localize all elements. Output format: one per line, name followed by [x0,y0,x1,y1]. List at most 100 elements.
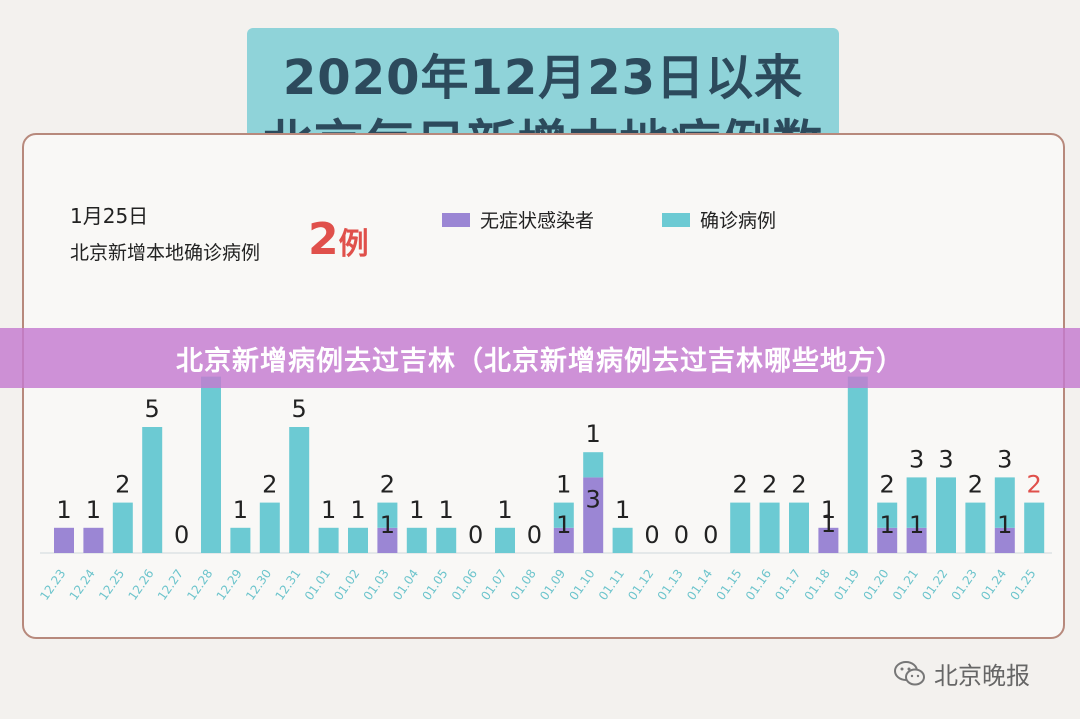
bar-inner-label: 3 [586,485,601,513]
bar-confirmed [1024,502,1045,553]
bar-inner-label: 1 [556,511,571,539]
bar-value-label: 5 [292,395,307,423]
bar-value-label: 1 [409,496,424,524]
x-tick-label: 01.20 [860,567,891,603]
x-tick-label: 01.21 [890,567,921,603]
x-tick-label: 01.09 [537,567,568,603]
bar-value-label: 1 [86,496,101,524]
bar-confirmed [730,502,751,553]
bar-value-label: 2 [115,471,130,499]
bar-value-label: 1 [615,496,630,524]
bar-total-label: 2 [380,471,395,499]
x-tick-label: 01.04 [390,567,421,603]
x-tick-label: 12.30 [243,567,274,603]
x-tick-label: 01.14 [684,567,715,603]
x-tick-label: 01.22 [919,567,950,603]
summary-date: 1月25日 [70,204,149,228]
summary-count-value: 2 [308,214,339,265]
bar-total-label: 3 [909,445,924,473]
x-tick-label: 01.08 [508,567,539,603]
summary-label: 北京新增本地确诊病例 [70,242,261,264]
title-banner: 北京新增病例去过吉林（北京新增病例去过吉林哪些地方） [0,328,1080,388]
bar-inner-label: 1 [880,511,895,539]
bar-asymptomatic [906,527,927,553]
bar-asymptomatic [83,527,104,553]
bar-confirmed [201,376,221,553]
bar-inner-label: 1 [821,510,836,538]
bar-confirmed [112,502,133,553]
bar-value-label: 2 [733,471,748,499]
bar-asymptomatic [553,527,574,553]
bar-confirmed [377,502,398,528]
bar-value-label: 5 [145,395,160,423]
watermark-text: 北京晚报 [934,662,1030,690]
bar-total-label: 3 [997,445,1012,473]
bar-value-label: 1 [321,496,336,524]
bar-value-label: 1 [350,496,365,524]
bar-confirmed [318,527,339,553]
bar-confirmed [936,477,956,553]
legend-item-asymptomatic: 无症状感染者 [442,206,594,233]
bar-value-label: 2 [762,471,777,499]
bar-value-label: 0 [468,521,483,549]
bar-value-label: 3 [938,445,953,473]
x-tick-label: 01.25 [1007,567,1038,603]
bar-total-label: 1 [556,471,571,499]
watermark: 北京晚报 [894,656,1030,691]
bar-confirmed [230,527,251,553]
bar-confirmed [406,527,427,553]
bar-asymptomatic [818,527,839,553]
bar-value-label: 2 [791,471,806,499]
bar-confirmed [436,527,457,553]
x-tick-label: 01.19 [831,567,862,603]
x-tick-label: 01.07 [478,567,509,603]
x-tick-label: 01.01 [302,567,333,603]
x-tick-label: 01.17 [772,567,803,603]
legend-item-confirmed: 确诊病例 [662,206,776,233]
x-tick-label: 12.26 [125,567,156,603]
x-tick-label: 01.24 [978,567,1009,603]
bar-confirmed [553,502,574,528]
summary-count-unit: 例 [338,227,369,262]
bar-confirmed [906,477,927,528]
bar-confirmed [877,502,898,528]
bar-value-label: 0 [174,521,189,549]
summary-count: 2例 [308,214,369,265]
wechat-icon [894,660,925,685]
bar-value-label: 0 [644,521,659,549]
x-tick-label: 12.25 [96,567,127,603]
bar-inner-label: 1 [997,511,1012,539]
x-tick-label: 01.05 [419,567,450,603]
bar-confirmed [994,477,1015,528]
legend-swatch-asymptomatic [442,212,470,227]
bar-asymptomatic [583,477,604,553]
legend-label-confirmed: 确诊病例 [700,210,777,232]
bar-confirmed [495,527,515,553]
x-tick-label: 12.27 [155,567,186,603]
x-tick-label: 01.11 [596,567,627,603]
bar-confirmed [847,376,868,553]
x-tick-label: 12.24 [67,567,98,603]
bar-confirmed [759,502,780,553]
x-tick-label: 01.03 [361,567,392,603]
x-tick-label: 01.10 [566,567,597,603]
bar-confirmed [965,502,986,553]
bar-value-label: 1 [56,496,71,524]
bar-confirmed [612,527,633,553]
bar-value-label: 2 [262,471,277,499]
x-tick-label: 12.29 [214,567,245,603]
x-tick-label: 12.31 [272,567,303,603]
bar-total-label: 1 [586,420,601,448]
bar-value-label: 2 [968,471,983,499]
bar-confirmed [259,502,280,553]
x-tick-label: 12.23 [37,567,68,603]
bar-value-label: 1 [497,496,512,524]
bar-value-label: 1 [439,496,454,524]
x-tick-label: 01.12 [625,567,656,603]
bar-total-label: 2 [880,471,895,499]
x-tick-label: 01.06 [449,567,480,603]
bar-confirmed [348,527,368,553]
x-tick-label: 12.28 [184,567,215,603]
bar-confirmed [789,502,809,553]
legend-label-asymptomatic: 无症状感染者 [480,210,595,232]
